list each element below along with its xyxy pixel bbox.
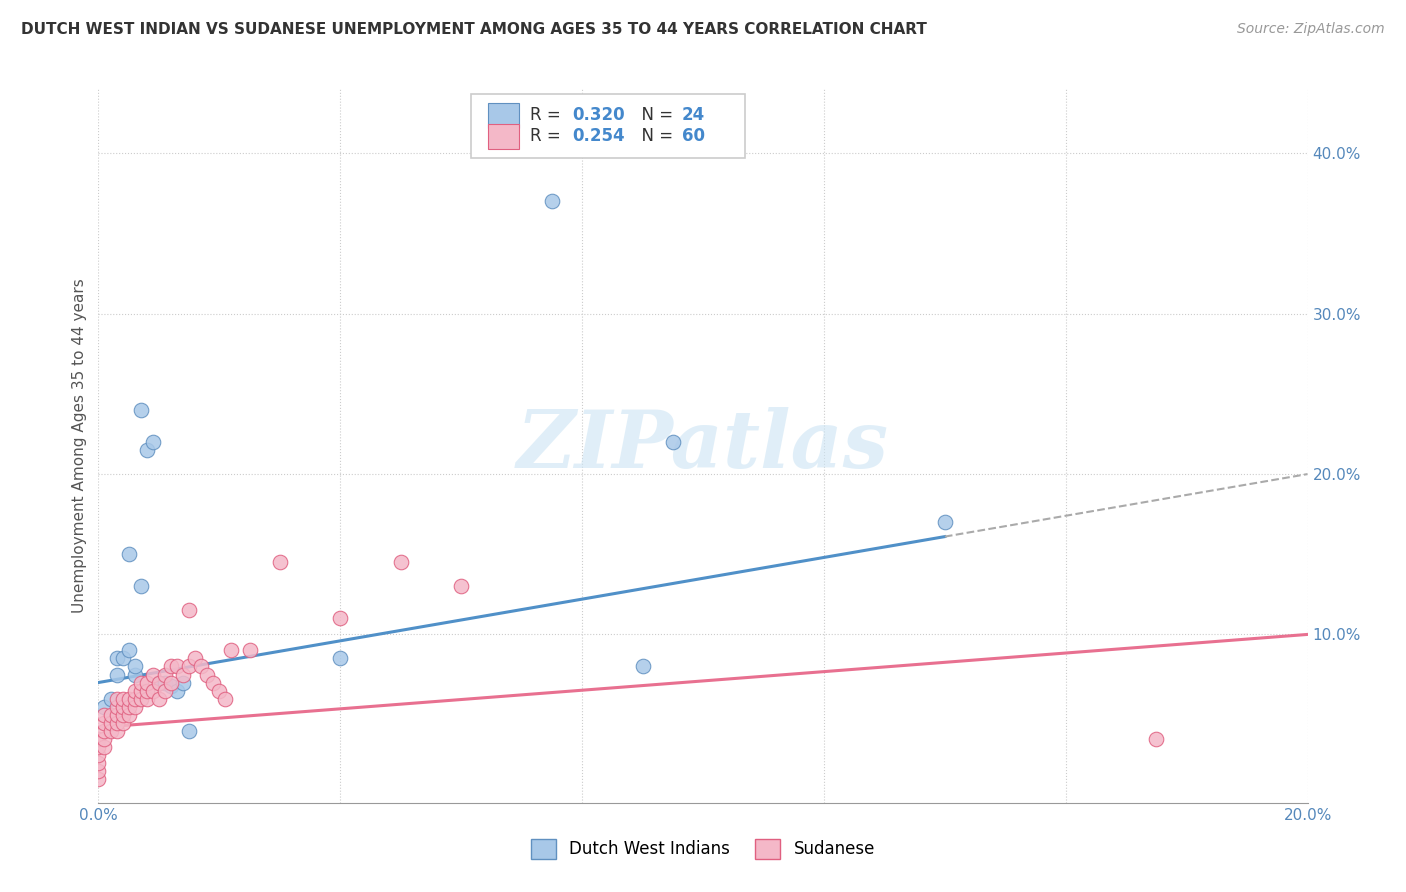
Point bbox=[87, 739, 110, 754]
Point bbox=[208, 683, 231, 698]
Point bbox=[93, 731, 115, 746]
Point bbox=[87, 764, 110, 778]
Point bbox=[166, 683, 188, 698]
Point bbox=[195, 667, 218, 681]
Point bbox=[1144, 731, 1167, 746]
Point bbox=[166, 659, 188, 673]
Point bbox=[118, 643, 141, 657]
Point bbox=[148, 675, 170, 690]
Point bbox=[389, 555, 412, 569]
Point bbox=[135, 683, 157, 698]
Point bbox=[87, 756, 110, 770]
Point bbox=[135, 442, 157, 457]
Point bbox=[221, 643, 243, 657]
Point bbox=[450, 579, 472, 593]
Point bbox=[129, 691, 152, 706]
Text: R =: R = bbox=[530, 128, 567, 145]
Point bbox=[129, 683, 152, 698]
Point bbox=[105, 699, 128, 714]
Point bbox=[239, 643, 262, 657]
Point bbox=[118, 547, 141, 561]
Text: N =: N = bbox=[631, 106, 679, 124]
Point bbox=[111, 651, 134, 665]
Point bbox=[93, 715, 115, 730]
Point bbox=[142, 683, 165, 698]
Point bbox=[100, 715, 122, 730]
Point bbox=[87, 747, 110, 762]
Point bbox=[153, 667, 176, 681]
Point bbox=[118, 707, 141, 722]
Point bbox=[124, 667, 146, 681]
Point bbox=[661, 435, 683, 450]
Point bbox=[142, 667, 165, 681]
Point bbox=[269, 555, 291, 569]
Point bbox=[100, 723, 122, 738]
Point bbox=[148, 675, 170, 690]
Point bbox=[105, 667, 128, 681]
Point bbox=[160, 679, 183, 693]
Point bbox=[87, 731, 110, 746]
Point bbox=[202, 675, 225, 690]
Point bbox=[111, 691, 134, 706]
Point bbox=[105, 723, 128, 738]
Point bbox=[142, 435, 165, 450]
Point bbox=[214, 691, 236, 706]
Point bbox=[87, 772, 110, 786]
Point bbox=[105, 691, 128, 706]
Point bbox=[111, 699, 134, 714]
Text: Source: ZipAtlas.com: Source: ZipAtlas.com bbox=[1237, 22, 1385, 37]
Point bbox=[100, 691, 122, 706]
Text: N =: N = bbox=[631, 128, 679, 145]
Point bbox=[124, 691, 146, 706]
Point bbox=[179, 723, 201, 738]
Point bbox=[100, 707, 122, 722]
Point bbox=[135, 675, 157, 690]
Point bbox=[934, 515, 956, 529]
Y-axis label: Unemployment Among Ages 35 to 44 years: Unemployment Among Ages 35 to 44 years bbox=[72, 278, 87, 614]
Point bbox=[129, 579, 152, 593]
Point bbox=[105, 715, 128, 730]
Point bbox=[153, 683, 176, 698]
Point bbox=[184, 651, 207, 665]
Point bbox=[124, 659, 146, 673]
Point bbox=[93, 707, 115, 722]
Point bbox=[329, 651, 352, 665]
Text: DUTCH WEST INDIAN VS SUDANESE UNEMPLOYMENT AMONG AGES 35 TO 44 YEARS CORRELATION: DUTCH WEST INDIAN VS SUDANESE UNEMPLOYME… bbox=[21, 22, 927, 37]
Point bbox=[124, 699, 146, 714]
Text: 24: 24 bbox=[682, 106, 706, 124]
Point bbox=[540, 194, 562, 209]
Point bbox=[105, 707, 128, 722]
Point bbox=[118, 699, 141, 714]
Point bbox=[179, 659, 201, 673]
Text: R =: R = bbox=[530, 106, 567, 124]
Point bbox=[105, 651, 128, 665]
Point bbox=[172, 667, 194, 681]
Legend: Dutch West Indians, Sudanese: Dutch West Indians, Sudanese bbox=[524, 832, 882, 866]
Point bbox=[135, 691, 157, 706]
Point bbox=[93, 699, 115, 714]
Point bbox=[148, 691, 170, 706]
Text: 0.254: 0.254 bbox=[572, 128, 624, 145]
Point bbox=[631, 659, 654, 673]
Point bbox=[111, 715, 134, 730]
Point bbox=[190, 659, 212, 673]
Point bbox=[118, 691, 141, 706]
Point bbox=[129, 403, 152, 417]
Point bbox=[124, 683, 146, 698]
Point bbox=[129, 675, 152, 690]
Point bbox=[160, 659, 183, 673]
Point bbox=[160, 675, 183, 690]
Point bbox=[93, 739, 115, 754]
Point bbox=[111, 707, 134, 722]
Point bbox=[329, 611, 352, 625]
Text: ZIPatlas: ZIPatlas bbox=[517, 408, 889, 484]
Point bbox=[93, 723, 115, 738]
Text: 60: 60 bbox=[682, 128, 704, 145]
Point bbox=[179, 603, 201, 617]
Text: 0.320: 0.320 bbox=[572, 106, 624, 124]
Point bbox=[172, 675, 194, 690]
Point bbox=[153, 675, 176, 690]
